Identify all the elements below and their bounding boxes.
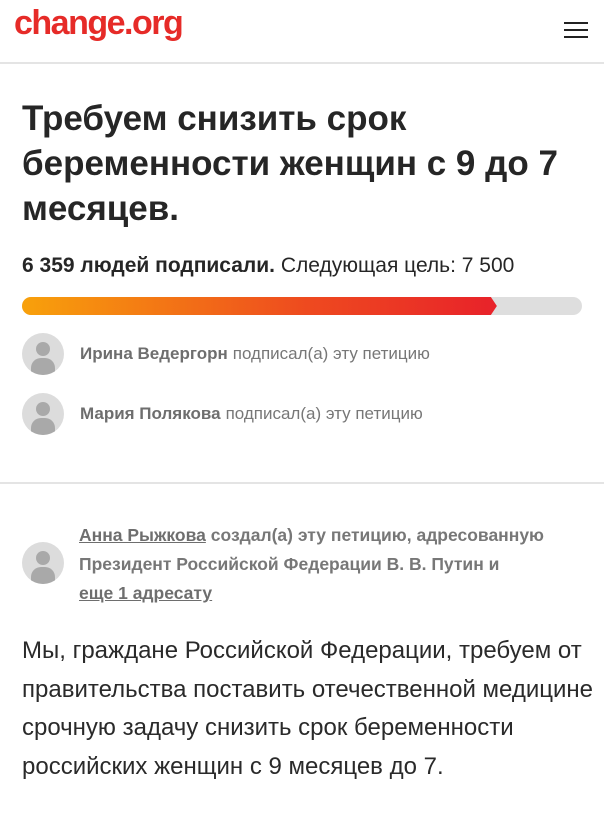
next-goal: Следующая цель: 7 500 xyxy=(280,254,515,277)
hamburger-icon[interactable] xyxy=(564,22,588,40)
creator-avatar xyxy=(22,542,64,584)
signer-item: Мария Полякова подписал(а) эту петицию xyxy=(22,393,423,435)
creator-text: создал(а) эту петицию, адресованную През… xyxy=(79,525,545,574)
signer-name: Ирина Ведергорн xyxy=(80,344,228,363)
progress-bar xyxy=(22,297,582,315)
progress-fill xyxy=(22,297,497,315)
avatar xyxy=(22,333,64,375)
petition-body: Мы, граждане Российской Федерации, требу… xyxy=(22,637,594,780)
signer-action: подписал(а) эту петицию xyxy=(225,404,423,423)
avatar xyxy=(22,393,64,435)
logo[interactable]: change.org xyxy=(14,4,184,42)
more-recipients-link[interactable]: еще 1 адресату xyxy=(79,583,213,603)
signer-name: Мария Полякова xyxy=(80,404,221,423)
creator-info: Анна Рыжкова создал(а) эту петицию, адре… xyxy=(79,521,594,608)
signer-item: Ирина Ведергорн подписал(а) эту петицию xyxy=(22,333,430,375)
creator-link[interactable]: Анна Рыжкова xyxy=(79,525,206,545)
petition-title: Требуем снизить срок беременности женщин… xyxy=(22,99,558,228)
divider xyxy=(0,482,604,484)
header: change.org xyxy=(0,0,604,64)
signed-count: 6 359 людей подписали. xyxy=(22,254,275,277)
signature-count: 6 359 людей подписали. Следующая цель: 7… xyxy=(22,254,514,278)
signer-action: подписал(а) эту петицию xyxy=(232,344,430,363)
